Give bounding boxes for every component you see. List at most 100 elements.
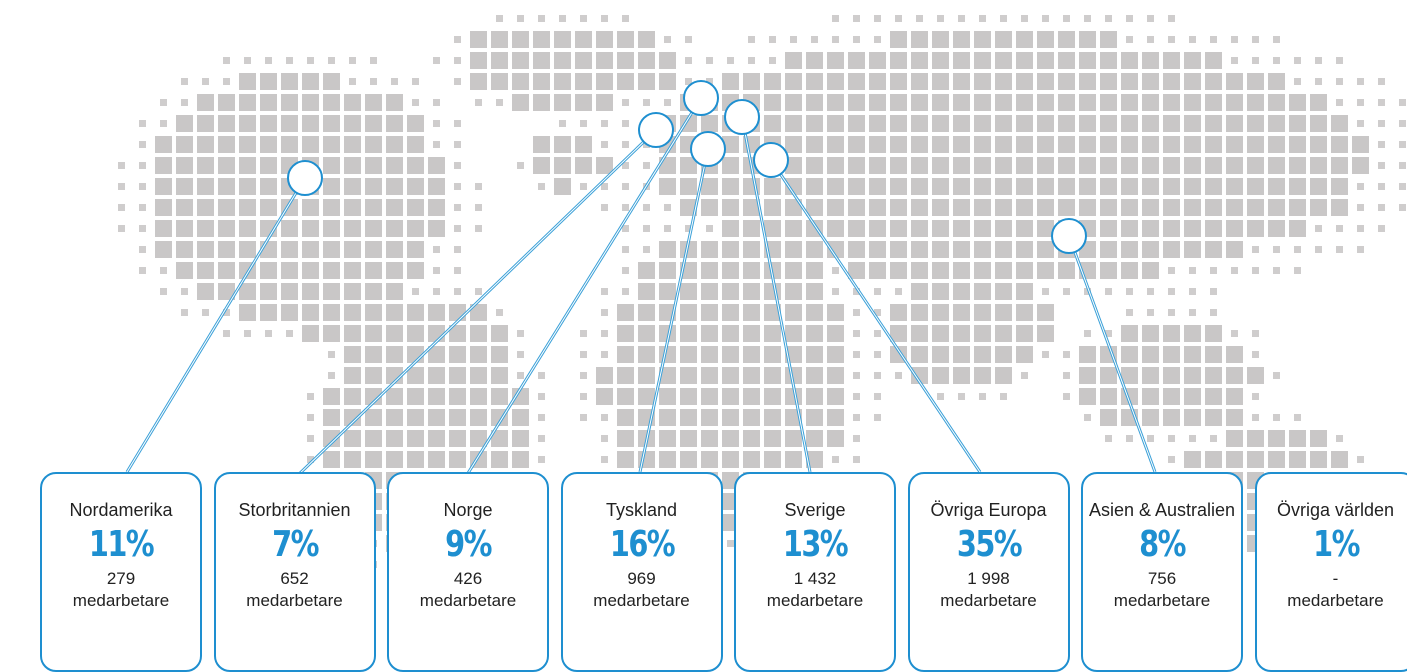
map-dot bbox=[785, 430, 802, 447]
map-dot bbox=[622, 183, 629, 190]
map-dot bbox=[538, 414, 545, 421]
map-dot bbox=[323, 451, 340, 468]
map-dot bbox=[1079, 199, 1096, 216]
map-dot bbox=[1331, 451, 1348, 468]
map-dot bbox=[1163, 388, 1180, 405]
map-dot bbox=[433, 267, 440, 274]
map-dot bbox=[1142, 220, 1159, 237]
map-dot bbox=[1252, 414, 1259, 421]
map-dot bbox=[827, 94, 844, 111]
map-dot bbox=[1100, 157, 1117, 174]
map-dot bbox=[323, 136, 340, 153]
map-dot bbox=[575, 157, 592, 174]
map-dot bbox=[895, 15, 902, 22]
map-dot bbox=[1121, 52, 1138, 69]
map-dot bbox=[1331, 115, 1348, 132]
map-dot bbox=[622, 288, 629, 295]
map-dot bbox=[1100, 94, 1117, 111]
map-dot bbox=[680, 178, 697, 195]
map-dot bbox=[1226, 115, 1243, 132]
map-dot bbox=[974, 283, 991, 300]
map-dot bbox=[890, 241, 907, 258]
map-dot bbox=[197, 283, 214, 300]
map-dot bbox=[517, 15, 524, 22]
map-dot bbox=[265, 57, 272, 64]
map-dot bbox=[874, 36, 881, 43]
map-dot bbox=[743, 241, 760, 258]
map-dot bbox=[874, 330, 881, 337]
map-dot bbox=[1058, 157, 1075, 174]
map-dot bbox=[407, 451, 424, 468]
map-dot bbox=[1058, 199, 1075, 216]
map-dot bbox=[1247, 73, 1264, 90]
map-dot bbox=[538, 456, 545, 463]
map-dot bbox=[470, 367, 487, 384]
map-dot bbox=[958, 15, 965, 22]
map-dot bbox=[827, 220, 844, 237]
map-dot bbox=[1226, 220, 1243, 237]
map-dot bbox=[1289, 430, 1306, 447]
map-dot bbox=[1205, 451, 1222, 468]
map-dot bbox=[517, 351, 524, 358]
map-dot bbox=[323, 304, 340, 321]
map-dot bbox=[1294, 246, 1301, 253]
map-dot bbox=[512, 31, 529, 48]
map-dot bbox=[622, 204, 629, 211]
map-dot bbox=[785, 241, 802, 258]
map-dot bbox=[365, 178, 382, 195]
map-dot bbox=[1399, 120, 1406, 127]
map-dot bbox=[223, 57, 230, 64]
map-dot bbox=[580, 15, 587, 22]
map-dot bbox=[1058, 115, 1075, 132]
region-name: Sverige bbox=[736, 498, 894, 520]
map-dot bbox=[1184, 451, 1201, 468]
map-dot bbox=[496, 15, 503, 22]
map-dot bbox=[344, 451, 361, 468]
map-dot bbox=[601, 309, 608, 316]
map-dot bbox=[239, 157, 256, 174]
region-name: Nordamerika bbox=[42, 498, 200, 520]
map-dot bbox=[344, 178, 361, 195]
map-dot bbox=[1268, 73, 1285, 90]
map-dot bbox=[827, 73, 844, 90]
map-dot bbox=[260, 178, 277, 195]
map-dot bbox=[349, 78, 356, 85]
map-dot bbox=[1310, 136, 1327, 153]
map-dot bbox=[496, 309, 503, 316]
map-dot bbox=[218, 115, 235, 132]
map-dot bbox=[470, 409, 487, 426]
map-dot bbox=[1147, 288, 1154, 295]
map-dot bbox=[1294, 267, 1301, 274]
map-dot bbox=[685, 36, 692, 43]
map-dot bbox=[722, 451, 739, 468]
map-dot bbox=[853, 351, 860, 358]
map-dot bbox=[428, 409, 445, 426]
map-dot bbox=[979, 393, 986, 400]
map-dot bbox=[785, 325, 802, 342]
map-dot bbox=[281, 73, 298, 90]
map-dot bbox=[890, 304, 907, 321]
map-dot bbox=[995, 115, 1012, 132]
map-dot bbox=[769, 57, 776, 64]
map-dot bbox=[995, 31, 1012, 48]
map-dot bbox=[764, 73, 781, 90]
map-dot bbox=[664, 225, 671, 232]
map-dot bbox=[1273, 267, 1280, 274]
map-dot bbox=[512, 430, 529, 447]
map-dot bbox=[622, 99, 629, 106]
map-dot bbox=[580, 330, 587, 337]
region-share: 35% bbox=[925, 522, 1051, 568]
map-dot bbox=[974, 241, 991, 258]
map-dot bbox=[391, 78, 398, 85]
map-dot bbox=[1121, 199, 1138, 216]
map-dot bbox=[937, 393, 944, 400]
map-dot bbox=[680, 346, 697, 363]
map-dot bbox=[1121, 73, 1138, 90]
map-dot bbox=[323, 94, 340, 111]
map-dot bbox=[1336, 225, 1343, 232]
map-dot bbox=[953, 220, 970, 237]
map-dot bbox=[1352, 157, 1369, 174]
map-dot bbox=[302, 94, 319, 111]
map-dot bbox=[895, 372, 902, 379]
